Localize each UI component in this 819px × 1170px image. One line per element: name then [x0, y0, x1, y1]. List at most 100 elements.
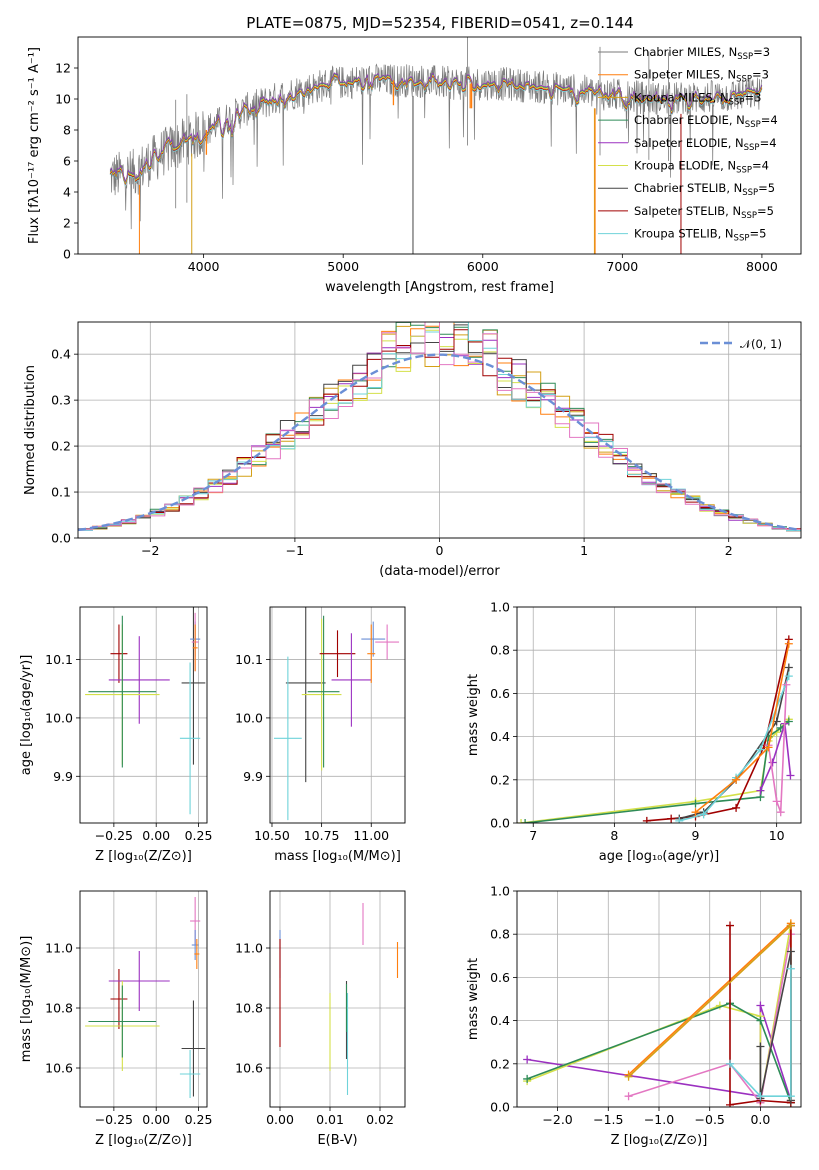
legend-subscript: SSP [741, 211, 757, 221]
mass_vs_ebv-frame [269, 890, 406, 1108]
legend-suffix: =4 [760, 136, 777, 150]
age_vs_Z-ytick-label: 10.0 [45, 710, 73, 725]
legend-suffix: =3 [744, 90, 761, 104]
mass_weight_vs_Z-frame [516, 890, 802, 1108]
mass_weight_vs_Z-line [729, 968, 792, 1097]
mass_weight_vs_Z-ytick-label: 1.0 [490, 884, 510, 899]
mass_vs_Z-xtick-label: 0.00 [142, 1112, 170, 1127]
residuals-ytick-label: 0.3 [51, 393, 71, 408]
age_vs_mass-ytick-label: 10.0 [235, 710, 263, 725]
age_vs_mass-xtick-label: 11.00 [353, 828, 389, 843]
legend-label: Chabrier MILES, NSSP=3 [634, 45, 770, 62]
legend-suffix: =3 [753, 45, 770, 59]
mass_weight_vs_age-marker [784, 639, 793, 648]
mass_weight_vs_age-marker [768, 758, 777, 767]
mass_weight_vs_Z-axes: −2.0 −1.5 −1.0 −0.5 0.0 0.0 0.2 0.4 0.6 0.8 1.0 Z [… [466, 884, 801, 1148]
legend-label: Chabrier STELIB, NSSP=5 [634, 181, 775, 198]
mass_weight_vs_age-plot [517, 635, 795, 823]
mass_vs_Z-plot [85, 897, 206, 1098]
residual-legend-label: 𝒩(0, 1) [740, 337, 782, 351]
legend-subscript: SSP [729, 97, 745, 107]
mass_weight_vs_age-marker [675, 816, 684, 823]
age_vs_Z-xtick-label: 0.00 [142, 828, 170, 843]
residuals-ytick-label: 0.2 [51, 439, 71, 454]
age_vs_mass-plot [273, 607, 400, 821]
mass_vs_Z-ytick-label: 10.8 [45, 1001, 73, 1016]
age_vs_mass-axes: 10.50 10.75 11.00 9.9 10.0 10.1 mass [log₁₀(M/… [235, 607, 405, 864]
spectrum-plot [109, 37, 763, 254]
mass_weight_vs_age-xtick-label: 9 [692, 828, 700, 843]
residuals-xtick-label: 2 [725, 543, 733, 558]
spectrum-frame [77, 36, 802, 255]
residuals-ytick-label: 0.1 [51, 485, 71, 500]
residual-histogram [78, 322, 801, 532]
mass_weight_vs_Z-marker [523, 1074, 532, 1083]
legend-label: Chabrier ELODIE, NSSP=4 [634, 113, 778, 130]
mass_weight_vs_Z-ylabel: mass weight [466, 958, 481, 1040]
mass_weight_vs_Z-ytick-label: 0.6 [490, 970, 510, 985]
mass_weight_vs_Z-marker [786, 1092, 795, 1101]
legend-label: Salpeter MILES, NSSP=3 [634, 68, 769, 85]
mass_weight_vs_age-line [525, 720, 790, 823]
spectrum-ylabel: Flux [fλ10⁻¹⁷ erg cm⁻² s⁻¹ A⁻¹] [27, 47, 42, 244]
mass_weight_vs_Z-line [526, 1002, 792, 1103]
mass_vs_ebv-ytick-label: 10.8 [235, 1001, 263, 1016]
legend-label: Kroupa ELODIE, NSSP=4 [634, 159, 769, 176]
age_vs_mass-ytick-label: 9.9 [243, 769, 263, 784]
mass_vs_ebv-ytick-label: 10.6 [235, 1061, 263, 1076]
age_vs_Z-plot [85, 607, 206, 815]
spectrum-ytick-label: 8 [63, 123, 71, 138]
residuals-xtick-label: −1 [286, 543, 304, 558]
spectrum-xlabel: wavelength [Angstrom, rest frame] [325, 280, 554, 295]
age_vs_mass-frame [269, 606, 406, 824]
spectrum-xtick-label: 6000 [467, 259, 499, 274]
mass_weight_vs_Z-marker [523, 1055, 532, 1064]
mass_vs_Z-xlabel: Z [log₁₀(Z/Z⊙)] [95, 1133, 192, 1148]
mass_weight_vs_Z-marker [726, 921, 734, 930]
mass_weight_vs_Z-marker [786, 964, 795, 973]
spectrum-xtick-label: 7000 [606, 259, 638, 274]
mass_weight_vs_Z-xtick-label: −1.0 [644, 1112, 674, 1127]
residuals-frame [77, 321, 802, 539]
legend-suffix: =5 [758, 181, 775, 195]
residuals-ytick-label: 0.4 [51, 347, 71, 362]
mass_weight_vs_Z-marker [786, 921, 795, 930]
mass_weight_vs_age-marker [764, 743, 773, 752]
mass_vs_Z-ytick-label: 10.6 [45, 1061, 73, 1076]
legend-subscript: SSP [736, 166, 752, 176]
mass_weight_vs_Z-plot [523, 919, 795, 1107]
residuals-xlabel: (data-model)/error [379, 564, 500, 579]
mass_vs_ebv-xtick-label: 0.02 [366, 1112, 394, 1127]
mass_weight_vs_age-marker [756, 786, 765, 795]
spectrum-ytick-label: 10 [55, 92, 71, 107]
mass_weight_vs_age-marker [784, 663, 793, 672]
mass_weight_vs_age-line [767, 684, 788, 813]
mass_vs_Z-frame [79, 890, 208, 1108]
mass_weight_vs_Z-xtick-label: −0.5 [695, 1112, 725, 1127]
mass_weight_vs_Z-xlabel: Z [log₁₀(Z/Z⊙)] [611, 1133, 708, 1148]
mass_weight_vs_Z-ytick-label: 0.0 [490, 1100, 510, 1115]
age_vs_Z-axes: −0.25 0.00 0.25 9.9 10.0 10.1 Z [log₁₀(Z/Z⊙)] a… [19, 607, 212, 864]
legend-suffix: =5 [757, 204, 774, 218]
spectrum-data-line [109, 63, 763, 230]
mass_weight_vs_age-marker [772, 797, 781, 806]
mass_weight_vs_age-frame [516, 606, 802, 824]
mass_weight_vs_Z-line [628, 934, 792, 1105]
spectrum-ytick-label: 2 [63, 216, 71, 231]
mass_weight_vs_Z-marker [756, 1092, 765, 1101]
legend-subscript: SSP [744, 143, 760, 153]
spectrum-ytick-label: 0 [63, 247, 71, 262]
spectrum-xtick-label: 5000 [327, 259, 359, 274]
mass_weight_vs_age-marker [732, 775, 741, 784]
mass_weight_vs_age-ytick-label: 0.8 [490, 643, 510, 658]
mass_weight_vs_age-axes: 7 8 9 10 0.0 0.2 0.4 0.6 0.8 1.0 age [log₁₀(age/yr… [466, 600, 801, 864]
age_vs_Z-ylabel: age [log₁₀(age/yr)] [19, 655, 34, 776]
spectrum-xtick-label: 8000 [746, 259, 778, 274]
mass_weight_vs_age-marker [521, 819, 530, 823]
legend-subscript: SSP [734, 234, 750, 244]
mass_weight_vs_age-xtick-label: 10 [769, 828, 785, 843]
age_vs_Z-ytick-label: 9.9 [53, 769, 73, 784]
mass_weight_vs_Z-ytick-label: 0.2 [490, 1056, 510, 1071]
mass_weight_vs_age-marker [776, 808, 785, 817]
mass_weight_vs_age-ytick-label: 1.0 [490, 600, 510, 615]
